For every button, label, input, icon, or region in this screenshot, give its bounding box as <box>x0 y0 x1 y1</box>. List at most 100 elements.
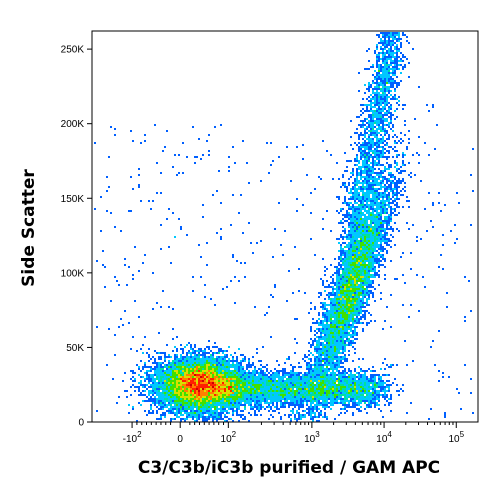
density-dot <box>306 404 308 406</box>
density-dot <box>360 272 362 274</box>
density-dot <box>300 382 302 384</box>
density-dot <box>368 212 370 214</box>
density-dot <box>354 272 356 274</box>
density-dot <box>366 392 368 394</box>
density-dot <box>228 394 230 396</box>
density-dot <box>240 400 242 402</box>
density-dot <box>176 354 178 356</box>
density-dot <box>382 258 384 260</box>
density-dot <box>368 248 370 250</box>
density-dot <box>370 226 372 228</box>
density-dot <box>180 370 182 372</box>
density-dot <box>360 256 362 258</box>
density-dot <box>204 352 206 354</box>
density-dot <box>368 286 370 288</box>
density-dot <box>344 402 346 404</box>
density-dot <box>342 392 344 394</box>
density-dot <box>298 390 300 392</box>
density-dot <box>224 416 226 418</box>
density-dot <box>158 378 160 380</box>
density-dot <box>142 384 144 386</box>
density-dot <box>344 304 346 306</box>
density-dot <box>360 258 362 260</box>
density-dot <box>300 402 302 404</box>
density-dot <box>240 398 242 400</box>
density-dot <box>206 416 208 418</box>
density-dot <box>196 404 198 406</box>
density-dot <box>372 238 374 240</box>
density-dot <box>356 394 358 396</box>
density-dot <box>382 380 384 382</box>
density-dot <box>360 318 362 320</box>
density-dot <box>304 398 306 400</box>
density-dot <box>164 398 166 400</box>
density-dot <box>160 378 162 380</box>
density-dot <box>314 358 316 360</box>
density-dot <box>384 216 386 218</box>
density-dot <box>326 358 328 360</box>
density-dot <box>224 374 226 376</box>
density-dot <box>358 162 360 164</box>
density-dot <box>218 372 220 374</box>
density-dot <box>266 402 268 404</box>
density-dot <box>300 416 302 418</box>
density-dot <box>164 370 166 372</box>
density-dot <box>330 396 332 398</box>
density-dot <box>350 250 352 252</box>
density-dot <box>364 264 366 266</box>
density-dot <box>372 228 374 230</box>
density-dot <box>252 388 254 390</box>
density-dot <box>158 418 160 420</box>
density-dot <box>180 358 182 360</box>
density-dot <box>236 362 238 364</box>
density-dot <box>326 338 328 340</box>
density-dot <box>384 218 386 220</box>
density-dot <box>368 298 370 300</box>
density-dot <box>350 258 352 260</box>
density-dot <box>342 408 344 410</box>
density-dot <box>396 180 398 182</box>
density-dot <box>346 314 348 316</box>
density-dot <box>330 332 332 334</box>
density-dot <box>370 374 372 376</box>
density-dot <box>346 338 348 340</box>
density-dot <box>350 284 352 286</box>
density-dot <box>252 394 254 396</box>
density-dot <box>152 368 154 370</box>
density-dot <box>336 312 338 314</box>
density-dot <box>356 228 358 230</box>
density-dot <box>258 400 260 402</box>
density-dot <box>360 260 362 262</box>
density-dot <box>356 308 358 310</box>
density-dot <box>324 354 326 356</box>
density-dot <box>198 362 200 364</box>
density-dot <box>316 336 318 338</box>
density-dot <box>180 366 182 368</box>
density-dot <box>256 380 258 382</box>
density-dot <box>146 414 148 416</box>
density-dot <box>200 368 202 370</box>
density-dot <box>386 40 388 42</box>
density-dot <box>268 398 270 400</box>
density-dot <box>184 384 186 386</box>
density-dot <box>240 370 242 372</box>
density-dot <box>362 246 364 248</box>
density-dot <box>356 408 358 410</box>
density-dot <box>244 402 246 404</box>
density-dot <box>196 372 198 374</box>
density-dot <box>190 360 192 362</box>
density-dot <box>206 384 208 386</box>
density-dot <box>292 370 294 372</box>
density-dot <box>356 236 358 238</box>
density-dot <box>132 408 134 410</box>
density-dot <box>318 416 320 418</box>
density-dot <box>200 398 202 400</box>
density-dot <box>172 410 174 412</box>
density-dot <box>392 38 394 40</box>
density-dot <box>338 328 340 330</box>
density-dot <box>210 374 212 376</box>
density-dot <box>322 368 324 370</box>
density-dot <box>360 304 362 306</box>
density-dot <box>270 376 272 378</box>
density-dot <box>220 350 222 352</box>
